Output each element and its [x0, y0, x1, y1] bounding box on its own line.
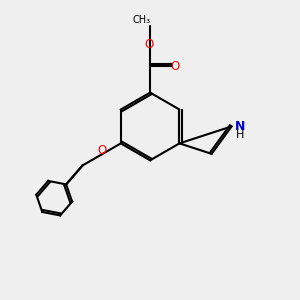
- Text: O: O: [144, 38, 153, 51]
- Text: O: O: [170, 60, 179, 73]
- Text: N: N: [235, 120, 246, 133]
- Text: H: H: [236, 130, 244, 140]
- Text: O: O: [97, 144, 106, 158]
- Text: CH₃: CH₃: [133, 15, 151, 26]
